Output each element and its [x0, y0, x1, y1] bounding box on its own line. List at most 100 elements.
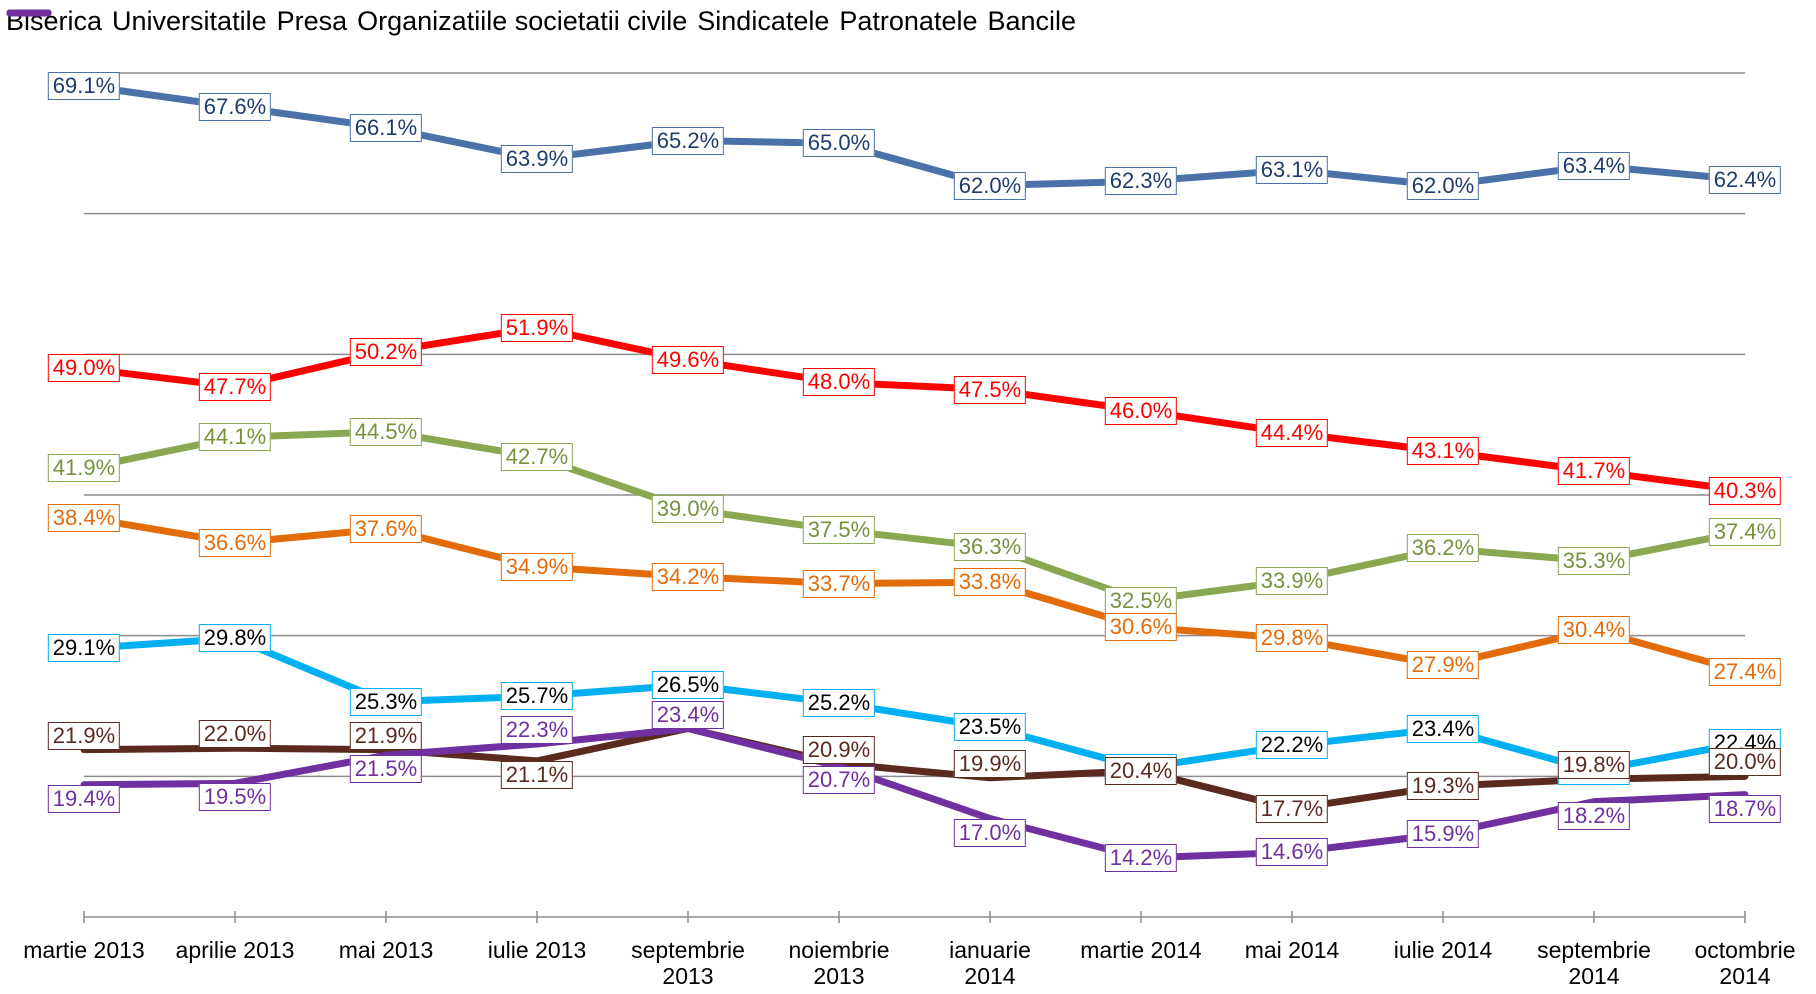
x-tick-label: octombrie 2014 [1694, 937, 1796, 989]
data-label: 22.0% [198, 720, 272, 749]
data-label: 29.1% [47, 634, 121, 663]
data-label: 44.1% [198, 423, 272, 452]
data-label: 36.3% [953, 533, 1027, 562]
data-label: 41.7% [1557, 457, 1631, 486]
legend: Biserica Universitatile Presa Organizatiile… [6, 6, 1076, 37]
data-label: 47.7% [198, 372, 272, 401]
data-label: 37.5% [802, 516, 876, 545]
data-label: 17.7% [1255, 794, 1329, 823]
data-label: 19.5% [198, 783, 272, 812]
data-label: 65.0% [802, 129, 876, 158]
data-label: 66.1% [349, 113, 423, 142]
data-label: 21.9% [349, 721, 423, 750]
data-label: 49.6% [651, 345, 725, 374]
data-label: 30.4% [1557, 616, 1631, 645]
data-label: 19.3% [1406, 772, 1480, 801]
data-label: 36.6% [198, 528, 272, 557]
x-tick-label: iulie 2013 [487, 937, 587, 963]
x-tick-label: septembrie 2014 [1537, 937, 1651, 989]
data-label: 20.0% [1708, 748, 1782, 777]
data-label: 23.4% [651, 700, 725, 729]
data-label: 25.2% [802, 689, 876, 718]
data-label: 44.4% [1255, 419, 1329, 448]
data-label: 25.7% [500, 682, 574, 711]
data-label: 22.3% [500, 715, 574, 744]
data-label: 48.0% [802, 368, 876, 397]
data-label: 21.5% [349, 755, 423, 784]
data-label: 20.4% [1104, 756, 1178, 785]
data-label: 46.0% [1104, 396, 1178, 425]
data-label: 25.3% [349, 687, 423, 716]
data-label: 30.6% [1104, 613, 1178, 642]
data-label: 14.2% [1104, 843, 1178, 872]
data-label: 33.7% [802, 569, 876, 598]
series-line [80, 324, 1749, 495]
x-tick-label: aprilie 2013 [175, 937, 295, 963]
data-label: 20.7% [802, 766, 876, 795]
legend-label: Bancile [987, 6, 1077, 36]
data-label: 29.8% [198, 624, 272, 653]
data-label: 42.7% [500, 443, 574, 472]
data-label: 41.9% [47, 454, 121, 483]
data-label: 18.2% [1557, 801, 1631, 830]
data-label: 50.2% [349, 337, 423, 366]
x-tick-label: martie 2014 [1080, 937, 1202, 963]
legend-label: Patronatele [839, 6, 978, 36]
data-label: 26.5% [651, 670, 725, 699]
data-label: 23.4% [1406, 714, 1480, 743]
data-label: 62.0% [1406, 171, 1480, 200]
legend-label: Organizatiile societatii civile [357, 6, 688, 36]
legend-item: Bancile [6, 6, 1077, 37]
data-label: 63.1% [1255, 156, 1329, 185]
data-label: 37.4% [1708, 517, 1782, 546]
data-label: 49.0% [47, 354, 121, 383]
legend-item: Patronatele [6, 6, 978, 37]
data-label: 34.2% [651, 562, 725, 591]
data-label: 19.8% [1557, 751, 1631, 780]
data-label: 36.2% [1406, 534, 1480, 563]
x-tick-label: mai 2013 [338, 937, 434, 963]
data-label: 38.4% [47, 503, 121, 532]
data-label: 18.7% [1708, 794, 1782, 823]
data-label: 27.4% [1708, 658, 1782, 687]
data-label: 62.3% [1104, 167, 1178, 196]
legend-label: Sindicatele [697, 6, 830, 36]
data-label: 29.8% [1255, 624, 1329, 653]
data-label: 35.3% [1557, 547, 1631, 576]
data-label: 44.5% [349, 417, 423, 446]
data-label: 47.5% [953, 375, 1027, 404]
legend-swatch [6, 9, 52, 17]
data-label: 14.6% [1255, 838, 1329, 867]
data-label: 37.6% [349, 514, 423, 543]
data-label: 20.9% [802, 735, 876, 764]
data-label: 17.0% [953, 818, 1027, 847]
x-tick-label: martie 2013 [23, 937, 145, 963]
data-label: 65.2% [651, 126, 725, 155]
legend-item: Presa [6, 6, 347, 37]
x-tick-label: iulie 2014 [1393, 937, 1493, 963]
data-label: 63.9% [500, 144, 574, 173]
data-label: 67.6% [198, 92, 272, 121]
legend-item: Sindicatele [6, 6, 830, 37]
legend-item: Universitatile [6, 6, 267, 37]
x-tick-label: noiembrie 2013 [788, 937, 890, 989]
data-label: 23.5% [953, 713, 1027, 742]
data-label: 51.9% [500, 313, 574, 342]
data-label: 39.0% [651, 495, 725, 524]
data-label: 62.0% [953, 171, 1027, 200]
legend-label: Universitatile [112, 6, 267, 36]
series-line [80, 82, 1749, 190]
data-label: 32.5% [1104, 586, 1178, 615]
legend-item: Organizatiile societatii civile [6, 6, 688, 37]
x-tick-label: septembrie 2013 [631, 937, 745, 989]
data-label: 21.9% [47, 721, 121, 750]
data-label: 27.9% [1406, 651, 1480, 680]
data-label: 19.4% [47, 784, 121, 813]
data-label: 40.3% [1708, 476, 1782, 505]
data-label: 63.4% [1557, 151, 1631, 180]
data-label: 62.4% [1708, 165, 1782, 194]
data-label: 69.1% [47, 71, 121, 100]
data-label: 19.9% [953, 749, 1027, 778]
